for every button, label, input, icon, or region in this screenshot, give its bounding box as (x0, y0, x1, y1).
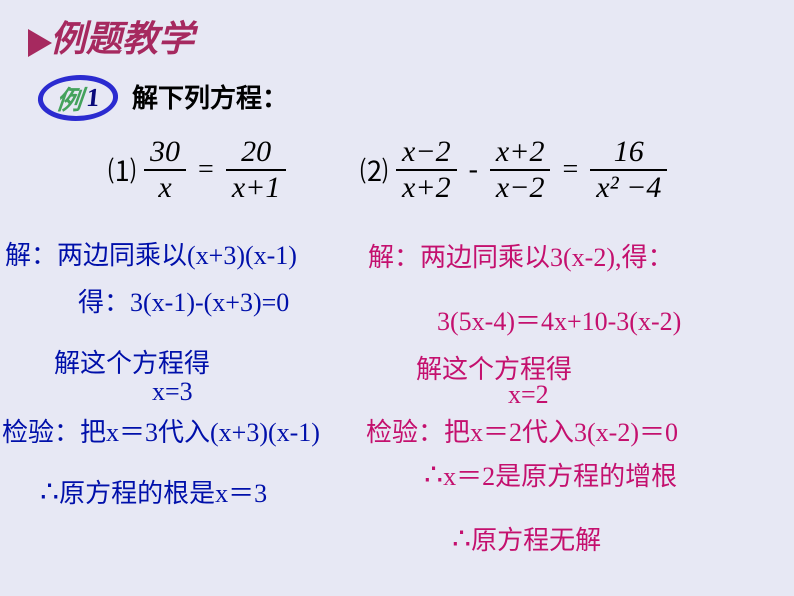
sol2-l7-text: 原方程无解 (471, 526, 601, 555)
eq2-dash: - (469, 154, 478, 185)
eq1-f2-bot: x+1 (226, 169, 287, 205)
eq1-sign: = (198, 154, 214, 185)
section-title-text: 例题教学 (50, 19, 194, 59)
example-label: 例 (55, 80, 85, 117)
sol1-l6-text: 原方程的根是x＝3 (59, 479, 267, 508)
therefore-icon: ∴ (452, 523, 471, 556)
sol1-line3: 解这个方程得 (54, 343, 210, 380)
equation-1: ⑴ 30 x = 20 x+1 (108, 135, 290, 205)
arrow-icon (28, 29, 52, 57)
eq2-f2-top: x+2 (490, 135, 551, 169)
therefore-icon: ∴ (424, 459, 443, 492)
eq2-f3-bot: x² −4 (590, 169, 667, 205)
eq2-frac3: 16 x² −4 (590, 135, 667, 205)
sol1-line1: 解：两边同乘以(x+3)(x-1) (5, 235, 297, 272)
sol2-line4: x=2 (508, 380, 549, 410)
sol2-line1: 解：两边同乘以3(x-2),得： (368, 237, 673, 274)
example-prompt: 解下列方程： (132, 78, 288, 115)
eq2-frac1: x−2 x+2 (396, 135, 457, 205)
eq1-tag: ⑴ (108, 156, 136, 187)
sol2-line6: ∴x＝2是原方程的增根 (424, 456, 677, 493)
eq1-f1-top: 30 (144, 135, 186, 169)
eq1-frac2: 20 x+1 (226, 135, 287, 205)
eq2-f1-top: x−2 (396, 135, 457, 169)
therefore-icon: ∴ (40, 476, 59, 509)
eq2-eq: = (562, 154, 578, 185)
example-number: 1 (85, 83, 101, 113)
sol2-line7: ∴原方程无解 (452, 520, 601, 557)
eq1-frac1: 30 x (144, 135, 186, 205)
sol1-line6: ∴原方程的根是x＝3 (40, 473, 267, 510)
sol1-line5: 检验：把x＝3代入(x+3)(x-1) (2, 412, 320, 449)
eq2-tag: ⑵ (360, 156, 388, 187)
eq2-f3-top: 16 (590, 135, 667, 169)
eq2-f2-bot: x−2 (490, 169, 551, 205)
sol2-line5: 检验：把x＝2代入3(x-2)＝0 (366, 412, 678, 449)
eq1-f2-top: 20 (226, 135, 287, 169)
eq2-f1-bot: x+2 (396, 169, 457, 205)
eq2-frac2: x+2 x−2 (490, 135, 551, 205)
sol2-l6-text: x＝2是原方程的增根 (443, 462, 677, 491)
sol1-line2: 得：3(x-1)-(x+3)=0 (78, 282, 289, 319)
equation-2: ⑵ x−2 x+2 - x+2 x−2 = 16 x² −4 (360, 135, 671, 205)
sol2-line2: 3(5x-4)＝4x+10-3(x-2) (437, 301, 681, 338)
eq1-f1-bot: x (144, 169, 186, 205)
example-badge: 例 1 (36, 75, 121, 121)
sol1-line4: x=3 (152, 377, 193, 407)
section-title: 例题教学 (28, 10, 194, 62)
